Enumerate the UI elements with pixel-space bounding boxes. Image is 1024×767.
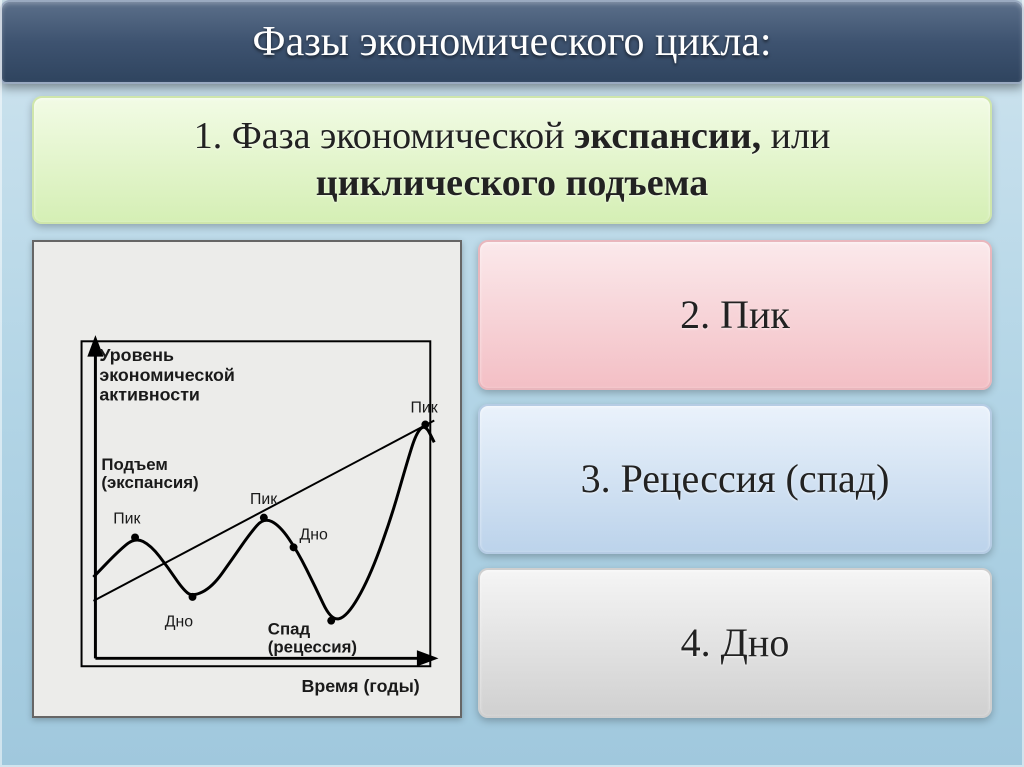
economic-cycle-chart: Уровеньэкономическойактивности Время (год… <box>32 240 462 718</box>
svg-text:Дно: Дно <box>300 526 328 543</box>
svg-text:(экспансия): (экспансия) <box>101 473 198 492</box>
svg-text:Спад: Спад <box>268 620 311 639</box>
svg-text:Время (годы): Время (годы) <box>301 676 419 696</box>
svg-text:Дно: Дно <box>165 614 193 631</box>
svg-text:экономической: экономической <box>99 365 234 385</box>
chart-svg: Уровеньэкономическойактивности Время (год… <box>34 242 460 716</box>
svg-text:Уровень: Уровень <box>99 345 174 365</box>
svg-text:Пик: Пик <box>410 400 438 417</box>
svg-text:(рецессия): (рецессия) <box>268 637 357 656</box>
svg-text:Пик: Пик <box>113 511 141 528</box>
svg-text:активности: активности <box>99 385 200 405</box>
svg-text:Подъем: Подъем <box>101 455 167 474</box>
svg-text:Пик: Пик <box>250 491 278 508</box>
